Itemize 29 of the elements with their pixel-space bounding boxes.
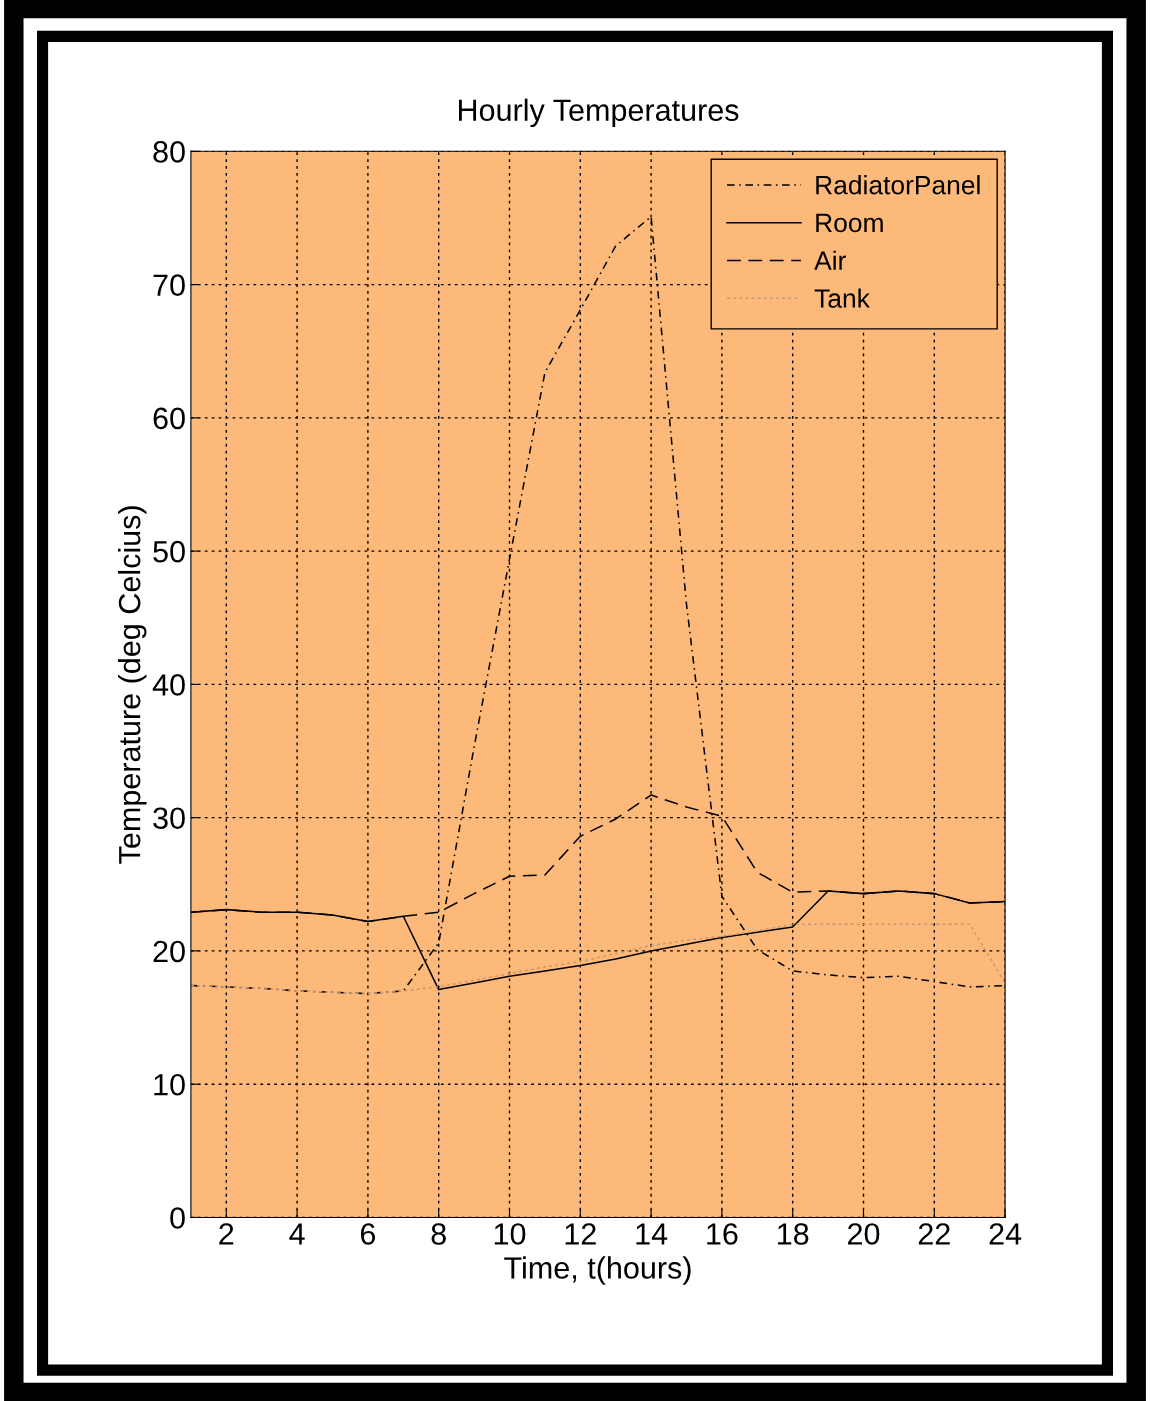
legend-label: RadiatorPanel [816,175,980,195]
legend-label: Tank [814,288,870,308]
x-tick-label: 4 [289,1223,305,1245]
x-tick-label: 8 [431,1223,446,1245]
x-tick-label: 14 [636,1223,668,1245]
y-tick-label: 20 [153,940,185,963]
x-tick-label: 18 [778,1223,809,1245]
y-tick-label: 30 [153,807,185,830]
x-tick-label: 24 [989,1223,1022,1245]
chart-title: Hourly Temperatures [458,98,739,128]
y-tick-label: 40 [152,674,185,696]
x-axis-title: Time, t(hours) [504,1256,691,1285]
y-tick-label: 70 [153,274,185,296]
x-tick-label: 22 [918,1223,950,1245]
x-tick-label: 20 [848,1223,880,1245]
x-tick-label: 2 [219,1223,234,1245]
x-tick-label: 6 [360,1223,376,1245]
y-tick-label: 50 [153,540,185,563]
line-series [190,923,1006,995]
y-tick-label: 0 [170,1207,185,1229]
y-axis-title: Temperature (deg Celcius) [118,506,147,864]
x-tick-label: 12 [565,1223,596,1245]
legend-label: Air [814,250,846,270]
y-tick-label: 60 [153,407,185,430]
y-tick-label: 10 [154,1073,185,1096]
x-tick-label: 16 [707,1223,738,1245]
y-tick-label: 80 [153,141,185,163]
legend-label: Room [816,213,883,233]
x-tick-label: 10 [494,1223,526,1245]
